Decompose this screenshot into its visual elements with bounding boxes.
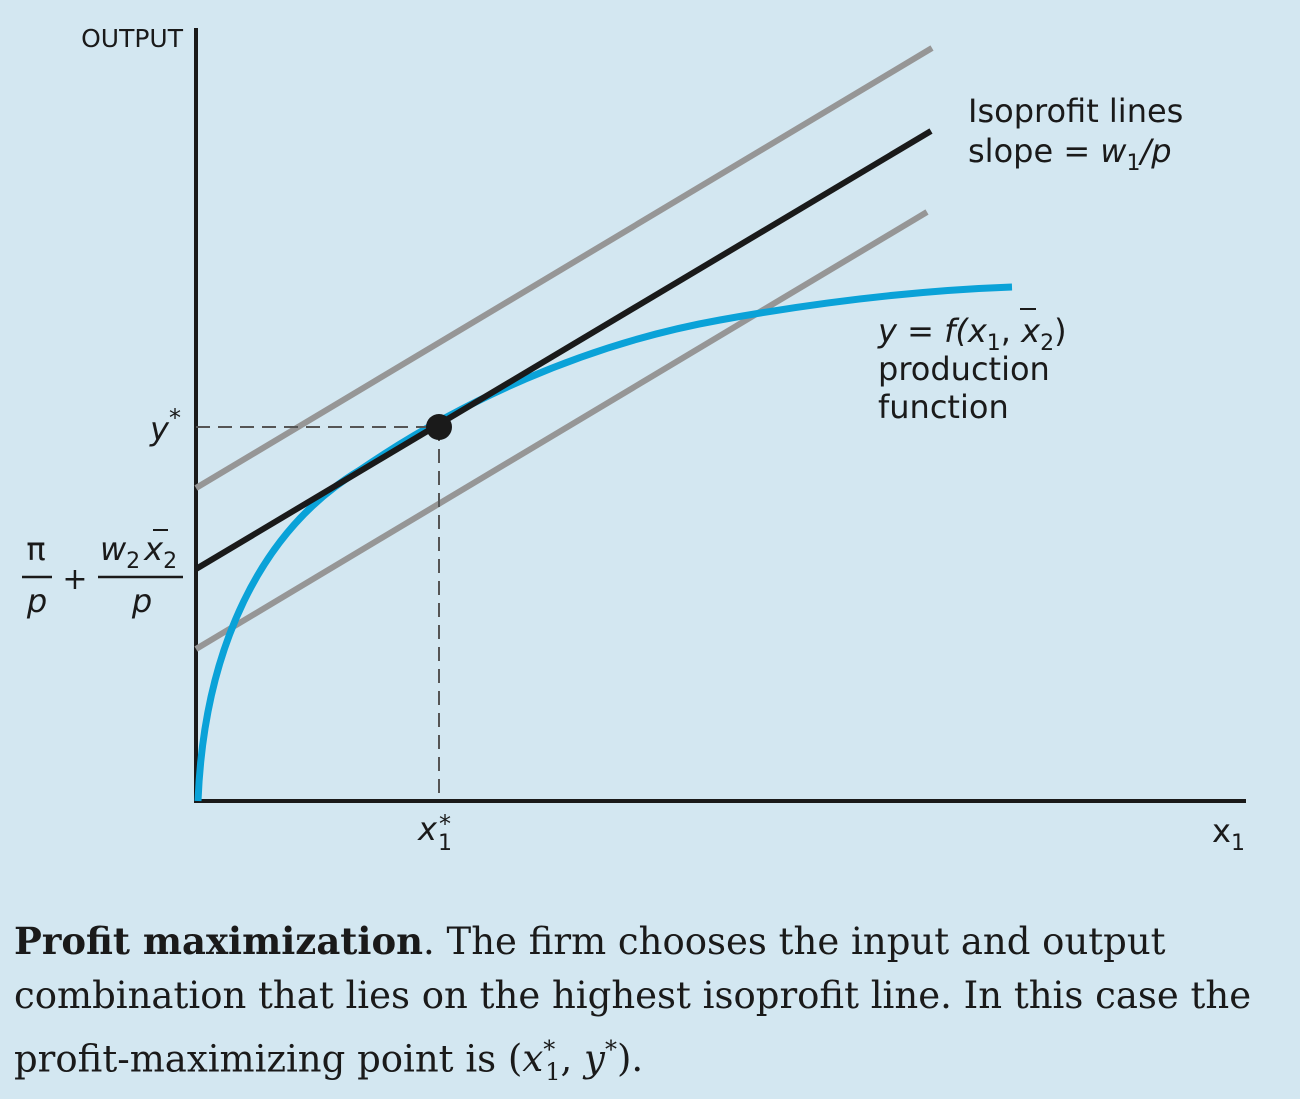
intercept-p1: p: [26, 582, 47, 620]
isoprofit-label-line2: slope = w1/p: [968, 132, 1172, 176]
caption-title: Profit maximization: [14, 919, 424, 963]
y-axis-label: OUTPUT: [81, 24, 184, 53]
x-star-label: x: [417, 810, 438, 848]
caption-body: . The firm chooses the input and output …: [14, 920, 1252, 1081]
intercept-p2: p: [131, 582, 152, 620]
x-star-sup: *: [439, 810, 451, 838]
production-label-equation: y = f(x1, x2): [877, 312, 1067, 356]
diagram-canvas: OUTPUT x1 Isoprofit lines slope = w1/p y…: [22, 24, 1246, 856]
isoprofit-label-line1: Isoprofit lines: [968, 92, 1183, 130]
isoprofit-line-optimal: [194, 128, 933, 572]
x-star-sub: 1: [438, 831, 452, 856]
isoprofit-line-lower: [194, 209, 929, 652]
intercept-pi: π: [26, 530, 45, 568]
caption-point: (x*1, y*).: [507, 1036, 644, 1086]
production-label-line3: function: [878, 388, 1009, 426]
intercept-plus: +: [62, 562, 87, 597]
production-label-line2: production: [878, 350, 1050, 388]
x-axis-label: x1: [1212, 812, 1245, 856]
figure-caption: Profit maximization. The firm chooses th…: [14, 914, 1284, 1099]
optimal-point: [426, 414, 452, 440]
intercept-numerator: w2 x2: [100, 530, 177, 574]
intercept-label: π p + w2 x2 p: [22, 529, 183, 620]
isoprofit-line-upper: [194, 45, 934, 491]
y-star-label: y*: [149, 404, 181, 448]
